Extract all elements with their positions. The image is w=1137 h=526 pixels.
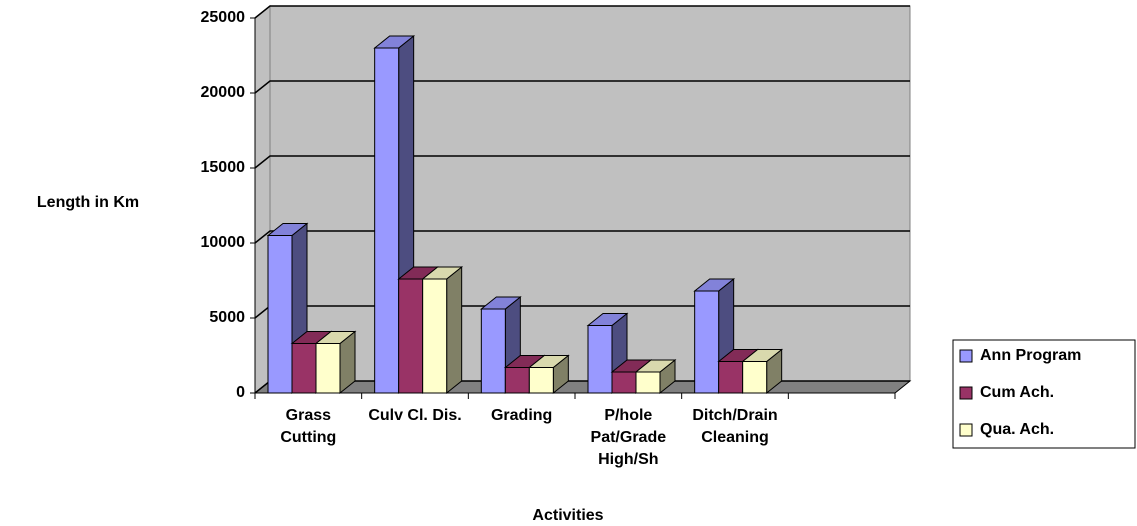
y-tick-label: 25000 [201,9,246,26]
grid-line [254,80,910,94]
legend-label: Cum Ach. [980,384,1054,401]
y-tick-label: 10000 [201,234,246,251]
grid-line [254,155,910,169]
bar [422,278,448,394]
bar [504,367,530,394]
bar [587,325,613,394]
bar [528,367,554,394]
legend-box [952,339,1136,449]
legend-swatch [959,386,973,400]
bar [611,371,637,394]
bar [374,47,400,394]
bar [694,290,720,394]
bar [480,308,506,394]
bar [635,371,661,394]
grid-line [254,5,910,19]
x-tick-label: Grading [490,407,553,424]
bar [291,343,317,394]
bar [742,361,768,394]
x-tick-label: P/hole Pat/Grade High/Sh [590,407,667,468]
x-axis-label: Activities [532,507,603,524]
bar [398,278,424,394]
x-tick-label: Ditch/Drain Cleaning [692,407,778,446]
bar [315,343,341,394]
x-tick-label: Grass Cutting [280,407,337,446]
grid-line [254,230,910,244]
bar-side [446,265,463,395]
legend-label: Ann Program [980,347,1081,364]
legend-swatch [959,349,973,363]
bar [267,235,293,394]
bar [718,361,744,394]
x-tick-label: Culv Cl. Dis. [368,407,462,424]
legend-label: Qua. Ach. [980,421,1054,438]
y-tick-label: 15000 [201,159,246,176]
y-tick-label: 20000 [201,84,246,101]
legend-swatch [959,423,973,437]
y-axis-label: Length in Km [37,194,139,211]
y-tick-label: 0 [236,384,245,401]
y-tick-label: 5000 [209,309,245,326]
